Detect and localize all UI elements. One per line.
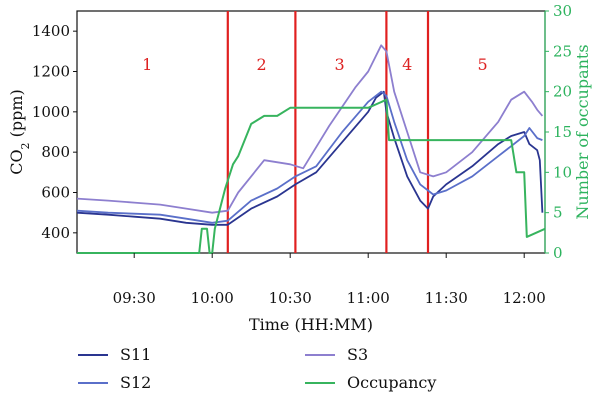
x-tick-label-4: 11:00 — [347, 289, 390, 307]
y2-tick-label-7: 30 — [553, 2, 572, 20]
y2-tick-label-1: 0 — [553, 244, 563, 262]
phase-label-5: 5 — [478, 55, 488, 74]
y-ticks: 400 600 800 1000 1200 1400 — [32, 22, 77, 242]
x-tick-label-2: 10:00 — [191, 289, 234, 307]
y-tick-label-5: 1200 — [32, 63, 70, 81]
y-tick-label-3: 800 — [41, 143, 70, 161]
legend-label-s11: S11 — [120, 345, 151, 364]
plot-area — [76, 10, 546, 254]
y-tick-label-1: 400 — [41, 224, 70, 242]
series-group — [76, 44, 546, 254]
series-line-s3 — [76, 44, 544, 214]
y-tick-label-4: 1000 — [32, 103, 70, 121]
series-line-occupancy — [77, 98, 546, 254]
phase-label-1: 1 — [142, 55, 152, 74]
phase-label-2: 2 — [257, 55, 267, 74]
y2-tick-label-3: 10 — [553, 163, 572, 181]
y2-ticks: 0 5 10 15 20 25 30 — [544, 2, 572, 262]
y-axis-title: CO2 (ppm) — [7, 89, 32, 175]
y2-tick-label-2: 5 — [553, 204, 563, 222]
y2-tick-label-5: 20 — [553, 83, 572, 101]
x-ticks: 09:30 10:00 10:30 11:00 11:30 12:00 — [113, 253, 546, 307]
x-tick-label-6: 12:00 — [503, 289, 546, 307]
phase-label-3: 3 — [335, 55, 345, 74]
x-tick-label-3: 10:30 — [269, 289, 312, 307]
legend: S11 S3 S12 Occupancy — [78, 345, 436, 392]
x-tick-label-1: 09:30 — [113, 289, 156, 307]
legend-label-occupancy: Occupancy — [347, 373, 436, 392]
y2-axis-title: Number of occupants — [573, 44, 592, 219]
y-tick-label-2: 600 — [41, 184, 70, 202]
phase-labels: 1 2 3 4 5 — [142, 55, 488, 74]
y-tick-label-6: 1400 — [32, 22, 70, 40]
series-line-s12 — [76, 90, 543, 224]
y2-tick-label-6: 25 — [553, 42, 572, 60]
phase-label-4: 4 — [402, 55, 412, 74]
x-axis-title: Time (HH:MM) — [249, 315, 373, 334]
y2-tick-label-4: 15 — [553, 123, 572, 141]
series-line-s11 — [76, 90, 544, 226]
legend-label-s12: S12 — [120, 373, 151, 392]
x-tick-label-5: 11:30 — [425, 289, 468, 307]
plot-frame — [76, 10, 546, 254]
legend-label-s3: S3 — [347, 345, 368, 364]
